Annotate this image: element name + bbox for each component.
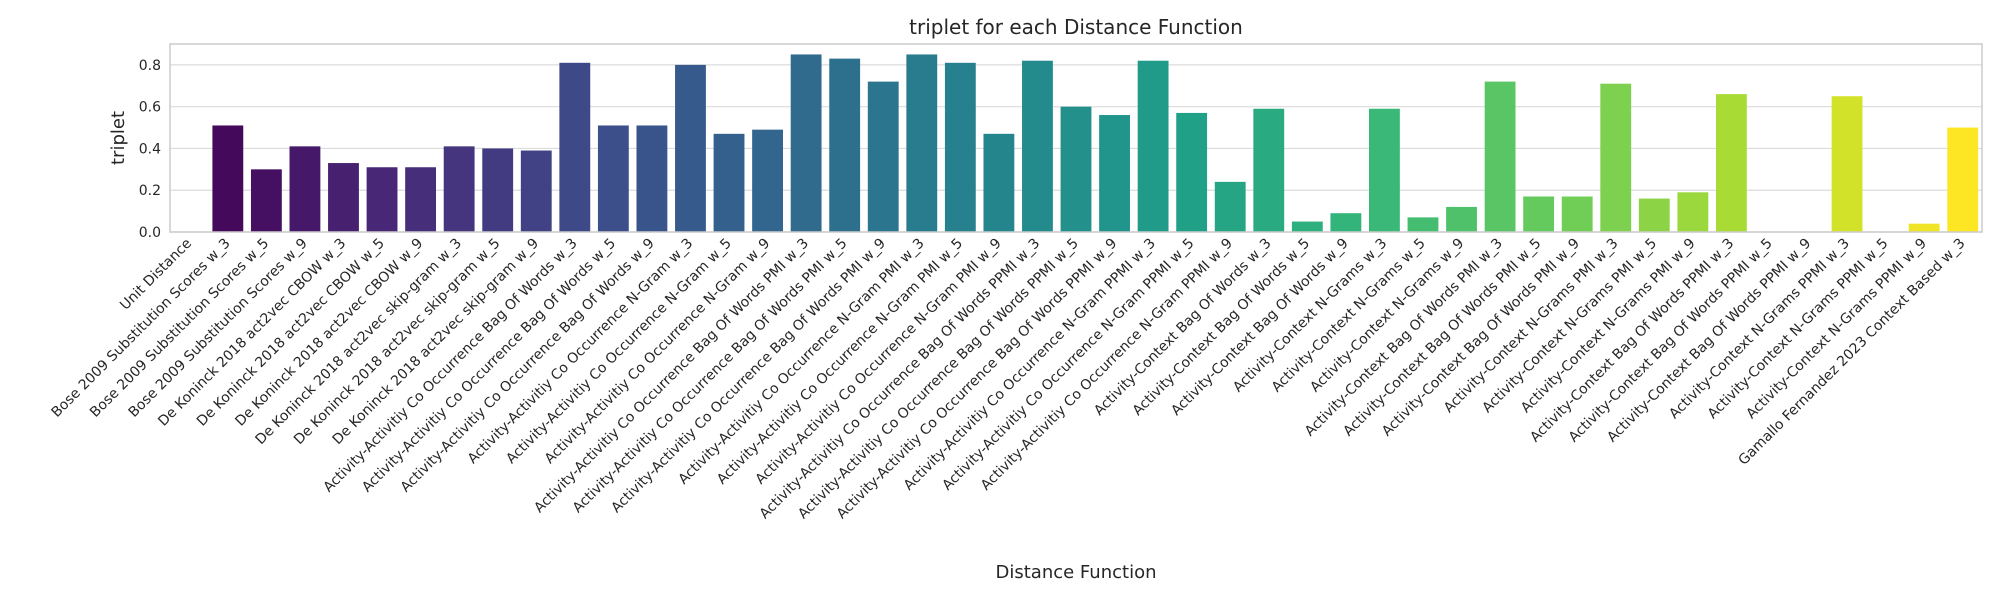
bar <box>1253 108 1285 232</box>
x-tick-label: Activity-Activitiy Co Occurrence N-Gram … <box>901 236 1159 494</box>
bars <box>212 54 1979 232</box>
y-tick-label: 0.4 <box>139 141 161 157</box>
bar <box>1369 108 1400 232</box>
bar <box>829 58 861 232</box>
x-tick-label: Activity-Activitiy Co Occurrence N-Gram … <box>978 236 1236 494</box>
x-tick-label: Activity-Context Bag Of Words w_9 <box>1168 236 1351 419</box>
bar <box>1330 213 1362 232</box>
y-axis-label: triplet <box>108 111 129 165</box>
bar <box>1446 206 1477 232</box>
bar <box>559 62 591 232</box>
bar <box>1022 60 1053 232</box>
bar <box>1831 96 1863 232</box>
plot-frame <box>169 43 1983 233</box>
bar <box>1677 192 1709 232</box>
x-tick-label: Activity-Activitiy Co Occurrence N-Gram … <box>939 236 1197 494</box>
bar <box>1484 81 1516 232</box>
bar <box>752 129 783 232</box>
bar <box>1947 127 1979 232</box>
bar <box>713 133 745 232</box>
bar <box>250 169 282 232</box>
y-tick-label: 0.8 <box>139 58 161 74</box>
bar <box>1715 94 1747 232</box>
bar <box>1291 221 1323 232</box>
y-tick-label: 0.0 <box>139 225 161 241</box>
bar <box>1060 106 1092 232</box>
bar <box>1638 198 1670 232</box>
x-tick-label: Activity-Context Bag Of Words w_3 <box>1091 236 1274 419</box>
bar <box>1908 223 1940 232</box>
bar <box>1214 181 1246 232</box>
bar <box>675 64 706 232</box>
bar <box>597 125 629 232</box>
bar <box>328 163 359 232</box>
bar <box>1137 60 1169 232</box>
y-tick-label: 0.6 <box>139 100 161 116</box>
bar <box>1523 196 1555 232</box>
chart-title: triplet for each Distance Function <box>909 15 1243 39</box>
bar <box>405 167 437 232</box>
bar <box>983 133 1015 232</box>
bar <box>944 62 976 232</box>
bar <box>366 167 398 232</box>
bar <box>482 148 514 232</box>
bar <box>443 146 475 232</box>
x-axis-label: Distance Function <box>996 562 1157 583</box>
y-axis-ticks: 0.0 0.2 0.4 0.6 0.8 <box>139 58 161 241</box>
bar <box>289 146 321 232</box>
bar <box>1099 115 1130 232</box>
y-tick-label: 0.2 <box>139 183 161 199</box>
x-tick-label: Activity-Context N-Grams PPMI w_9 <box>1743 236 1930 423</box>
bar <box>1561 196 1593 232</box>
bar <box>520 150 552 232</box>
bar <box>1407 217 1439 232</box>
bar <box>906 54 938 232</box>
x-tick-label: Activity-Context Bag Of Words w_5 <box>1130 236 1313 419</box>
bar <box>867 81 899 232</box>
bar <box>790 54 822 232</box>
bar <box>1600 83 1632 232</box>
bar <box>636 125 668 232</box>
bar <box>1176 112 1208 232</box>
bar <box>212 125 244 232</box>
